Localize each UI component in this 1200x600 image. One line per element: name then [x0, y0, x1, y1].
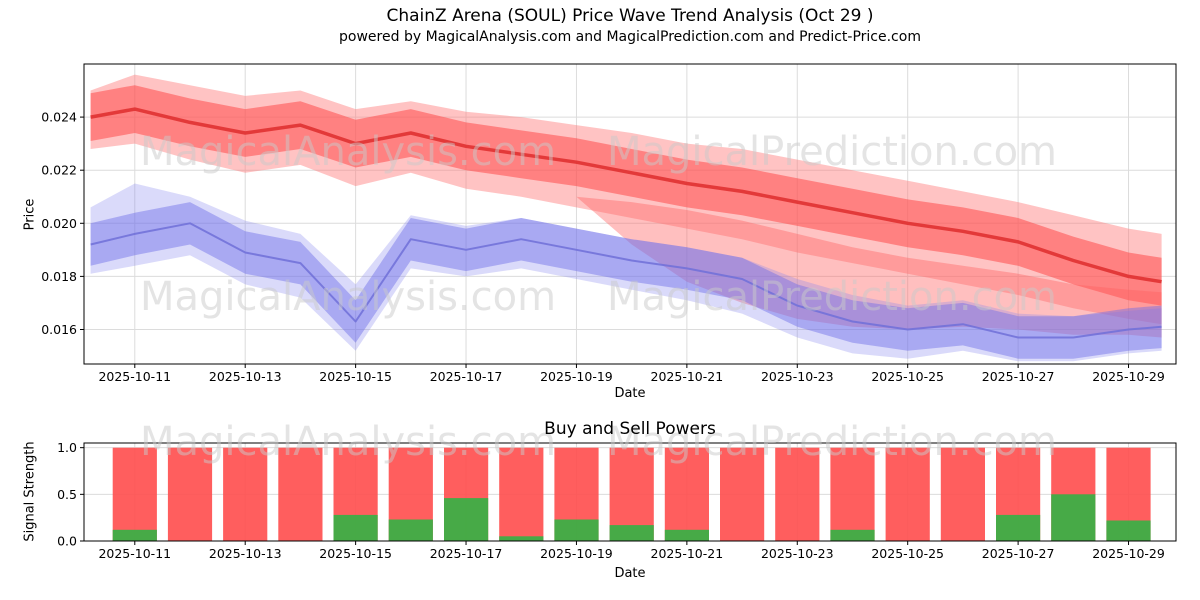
axes-border [83, 63, 1177, 365]
x-tick-label: 2025-10-11 [98, 546, 171, 561]
sell-power-bar [830, 447, 875, 541]
watermark-text: MagicalPrediction.com [607, 419, 1057, 465]
watermark-text: MagicalPrediction.com [607, 274, 1057, 320]
x-tick-label: 2025-10-25 [871, 546, 944, 561]
x-tick-label: 2025-10-21 [651, 369, 724, 384]
buy-power-bar [554, 519, 599, 541]
x-tick-label: 2025-10-29 [1092, 369, 1165, 384]
sell-power-bar [112, 447, 157, 541]
sell-power-bar [885, 447, 930, 541]
red-band-core [90, 85, 1162, 306]
x-tick-label: 2025-10-17 [430, 369, 503, 384]
tick-labels: 2025-10-11 2025-10-13 2025-10-15 2025-10-17… [57, 440, 1165, 561]
x-tick-label: 2025-10-19 [540, 369, 613, 384]
y-tick-label: 0.0 [57, 534, 77, 549]
buy-power-bar [830, 529, 875, 541]
watermark-text: MagicalAnalysis.com [140, 419, 556, 465]
x-tick-label: 2025-10-17 [430, 546, 503, 561]
x-tick-label: 2025-10-27 [982, 546, 1055, 561]
watermark-text: MagicalAnalysis.com [140, 129, 556, 175]
buy-power-bar [388, 519, 433, 541]
red-trend-line [90, 107, 1162, 284]
sell-power-bar [940, 447, 985, 541]
signal-axis-label: Signal Strength [22, 441, 38, 542]
buy-power-bar [112, 529, 157, 541]
watermark-text: MagicalAnalysis.com [140, 274, 556, 320]
buy-power-bar [1051, 494, 1096, 541]
price-axis-label: Price [22, 198, 38, 231]
x-tick-label: 2025-10-13 [209, 546, 282, 561]
y-tick-label: 0.020 [41, 216, 77, 231]
sell-power-bar [167, 447, 213, 541]
figure-title: ChainZ Arena (SOUL) Price Wave Trend Ana… [386, 6, 874, 26]
buy-power-bar [664, 529, 709, 541]
x-tick-label: 2025-10-25 [871, 369, 944, 384]
bar-x-axis-label: Date [614, 566, 646, 581]
main-x-axis-label: Date [614, 386, 646, 401]
watermark-text: MagicalPrediction.com [607, 129, 1057, 175]
x-tick-label: 2025-10-23 [761, 369, 834, 384]
x-tick-label: 2025-10-29 [1092, 546, 1165, 561]
plot-area [90, 74, 1162, 362]
x-tick-label: 2025-10-21 [651, 546, 724, 561]
y-tick-label: 0.022 [41, 163, 77, 178]
x-tick-label: 2025-10-19 [540, 546, 613, 561]
buy-power-bar [499, 536, 544, 541]
bar-chart-title: Buy and Sell Powers [544, 419, 716, 439]
price-chart: 2025-10-11 2025-10-13 2025-10-15 2025-10-17… [41, 63, 1177, 384]
figure-subtitle: powered by MagicalAnalysis.com and Magic… [339, 29, 921, 45]
x-tick-label: 2025-10-15 [319, 369, 392, 384]
x-tick-label: 2025-10-13 [209, 369, 282, 384]
sell-power-bar [278, 447, 323, 541]
buy-power-bar [609, 525, 654, 541]
buy-power-bar [333, 514, 378, 541]
y-tick-label: 0.016 [41, 322, 77, 337]
y-tick-label: 0.5 [57, 487, 77, 502]
buy-power-bar [1106, 520, 1151, 541]
blue-trend-line [90, 222, 1162, 339]
y-tick-label: 0.018 [41, 269, 77, 284]
y-tick-label: 0.024 [41, 110, 77, 125]
sell-power-bar [499, 447, 544, 541]
x-tick-label: 2025-10-11 [98, 369, 171, 384]
y-tick-label: 1.0 [57, 440, 77, 455]
blue-band-inner [90, 202, 1162, 359]
x-tick-label: 2025-10-27 [982, 369, 1055, 384]
sell-power-bar [223, 447, 268, 541]
buy-power-bar [444, 498, 489, 541]
x-tick-label: 2025-10-23 [761, 546, 834, 561]
buy-power-bar [996, 514, 1041, 541]
signal-chart: 2025-10-11 2025-10-13 2025-10-15 2025-10-17… [57, 440, 1177, 561]
sell-power-bar [775, 447, 820, 541]
plot-area [112, 447, 1151, 541]
tick-labels: 2025-10-11 2025-10-13 2025-10-15 2025-10-17… [41, 110, 1165, 384]
sell-power-bar [664, 447, 709, 541]
sell-power-bar [720, 447, 765, 541]
x-tick-label: 2025-10-15 [319, 546, 392, 561]
red-band-lower-tongue [90, 196, 1162, 338]
axes-border [83, 442, 1177, 542]
